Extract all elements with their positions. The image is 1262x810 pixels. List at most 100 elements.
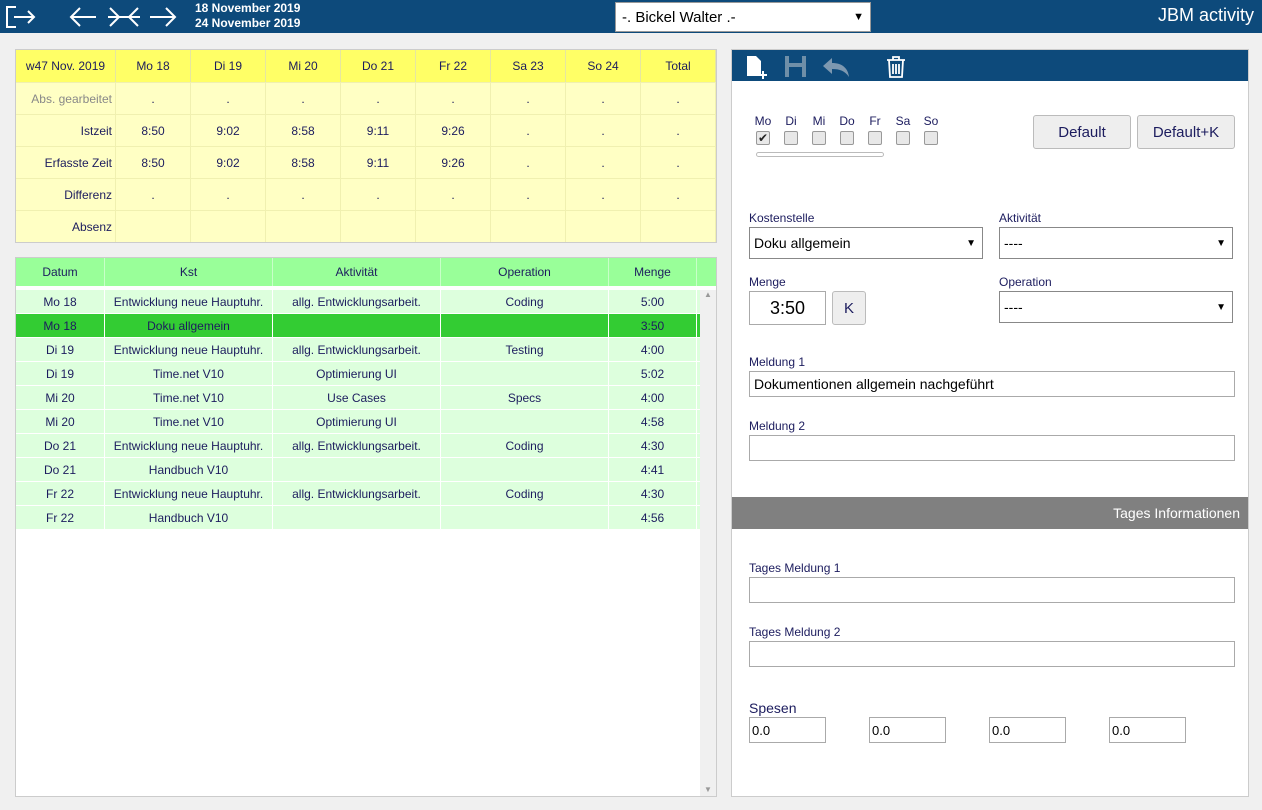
- entry-cell: 3:50: [609, 314, 697, 337]
- save-icon[interactable]: [784, 55, 808, 79]
- select-value: ----: [1004, 235, 1023, 251]
- entry-cell: Doku allgemein: [105, 314, 273, 337]
- text-input[interactable]: [749, 435, 1235, 461]
- summary-cell: .: [491, 114, 566, 146]
- logout-icon[interactable]: [4, 4, 38, 30]
- entry-row-selected[interactable]: Mo 18 Doku allgemein 3:50: [16, 314, 700, 338]
- summary-cell: .: [116, 178, 191, 210]
- entry-cell: Do 21: [16, 434, 105, 457]
- entries-header-cell[interactable]: Operation: [441, 258, 609, 286]
- entry-row[interactable]: Fr 22 Handbuch V10 4:56: [16, 506, 700, 530]
- summary-cell: 8:58: [266, 114, 341, 146]
- entry-cell: [441, 458, 609, 481]
- select-field[interactable]: Doku allgemein ▼: [749, 227, 983, 259]
- day-slider[interactable]: [756, 152, 884, 157]
- entry-cell: Optimierung UI: [273, 410, 441, 433]
- entries-header-cell[interactable]: Aktivität: [273, 258, 441, 286]
- toolbar: [732, 50, 1248, 81]
- entries-header-cell[interactable]: Menge: [609, 258, 697, 286]
- summary-cell: [341, 210, 416, 242]
- date-range: 18 November 2019 24 November 2019: [195, 1, 300, 31]
- summary-cell: [116, 210, 191, 242]
- entries-header-cell[interactable]: Datum: [16, 258, 105, 286]
- scrollbar[interactable]: ▲ ▼: [700, 290, 716, 796]
- field-label: Menge: [749, 275, 786, 289]
- day-checkbox[interactable]: ✔: [756, 131, 770, 145]
- spesen-input[interactable]: 0.0: [1109, 717, 1186, 743]
- summary-cell: 9:02: [191, 114, 266, 146]
- prev-icon[interactable]: [68, 6, 98, 28]
- select-field[interactable]: ---- ▼: [999, 227, 1233, 259]
- text-input[interactable]: [749, 641, 1235, 667]
- entry-cell: Coding: [441, 290, 609, 313]
- user-select[interactable]: -. Bickel Walter .- ▼: [615, 2, 871, 32]
- entries-table: ▲ ▼ Datum Kst Aktivität Operation Menge Mo 18 E…: [15, 257, 717, 797]
- default-button[interactable]: Default: [1033, 115, 1131, 149]
- entry-row[interactable]: Mo 18 Entwicklung neue Hauptuhr. allg. Ent…: [16, 290, 700, 314]
- entry-row[interactable]: Do 21 Entwicklung neue Hauptuhr. allg. Ent…: [16, 434, 700, 458]
- summary-row-label: Differenz: [16, 178, 116, 210]
- day-checkbox[interactable]: [896, 131, 910, 145]
- entry-row[interactable]: Fr 22 Entwicklung neue Hauptuhr. allg. Ent…: [16, 482, 700, 506]
- menge-input[interactable]: 3:50: [749, 291, 826, 325]
- text-input[interactable]: [749, 577, 1235, 603]
- date-start: 18 November 2019: [195, 1, 301, 15]
- day-label: So: [923, 114, 939, 128]
- summary-cell: .: [491, 178, 566, 210]
- select-field[interactable]: ---- ▼: [999, 291, 1233, 323]
- k-button[interactable]: K: [832, 291, 866, 325]
- entry-row[interactable]: Mi 20 Time.net V10 Use Cases Specs 4:00: [16, 386, 700, 410]
- day-checkbox[interactable]: [924, 131, 938, 145]
- entry-row[interactable]: Do 21 Handbuch V10 4:41: [16, 458, 700, 482]
- field-label: Tages Meldung 2: [749, 625, 841, 639]
- day-checkbox[interactable]: [784, 131, 798, 145]
- summary-row-label: Erfasste Zeit: [16, 146, 116, 178]
- summary-cell: .: [566, 82, 641, 114]
- summary-row-label: Absenz: [16, 210, 116, 242]
- default-button[interactable]: Default+K: [1137, 115, 1235, 149]
- spesen-input[interactable]: 0.0: [869, 717, 946, 743]
- entry-cell: 5:02: [609, 362, 697, 385]
- spesen-input[interactable]: 0.0: [989, 717, 1066, 743]
- day-checkbox[interactable]: [840, 131, 854, 145]
- entry-cell: Optimierung UI: [273, 362, 441, 385]
- entry-row[interactable]: Mi 20 Time.net V10 Optimierung UI 4:58: [16, 410, 700, 434]
- day-checkbox[interactable]: [812, 131, 826, 145]
- delete-icon[interactable]: [885, 55, 907, 79]
- entries-header-cell[interactable]: Kst: [105, 258, 273, 286]
- summary-cell: .: [641, 178, 716, 210]
- entry-row[interactable]: Di 19 Entwicklung neue Hauptuhr. allg. Ent…: [16, 338, 700, 362]
- day-label: Fr: [869, 114, 881, 128]
- undo-icon[interactable]: [822, 55, 852, 79]
- summary-cell: .: [491, 146, 566, 178]
- summary-cell: 9:26: [416, 114, 491, 146]
- entry-row[interactable]: Di 19 Time.net V10 Optimierung UI 5:02: [16, 362, 700, 386]
- summary-header-cell: Fr 22: [416, 50, 491, 82]
- summary-cell: .: [266, 178, 341, 210]
- new-icon[interactable]: [746, 55, 770, 79]
- summary-cell: .: [641, 114, 716, 146]
- summary-cell: .: [491, 82, 566, 114]
- summary-header-cell: Sa 23: [491, 50, 566, 82]
- entry-cell: Time.net V10: [105, 386, 273, 409]
- summary-header-cell: Mo 18: [116, 50, 191, 82]
- text-input[interactable]: Dokumentionen allgemein nachgeführt: [749, 371, 1235, 397]
- summary-cell: .: [266, 82, 341, 114]
- summary-cell: 9:02: [191, 146, 266, 178]
- summary-cell: [416, 210, 491, 242]
- entry-cell: Fr 22: [16, 482, 105, 505]
- entry-cell: [441, 362, 609, 385]
- entry-cell: Entwicklung neue Hauptuhr.: [105, 290, 273, 313]
- next-icon[interactable]: [148, 6, 178, 28]
- spesen-input[interactable]: 0.0: [749, 717, 826, 743]
- summary-header-cell: Di 19: [191, 50, 266, 82]
- day-checkbox[interactable]: [868, 131, 882, 145]
- entry-cell: 4:30: [609, 482, 697, 505]
- entry-cell: Specs: [441, 386, 609, 409]
- entry-cell: [273, 506, 441, 529]
- field-label: Tages Meldung 1: [749, 561, 841, 575]
- entry-cell: [273, 314, 441, 337]
- collapse-icon[interactable]: [107, 6, 141, 28]
- date-end: 24 November 2019: [195, 16, 301, 30]
- entry-cell: Coding: [441, 434, 609, 457]
